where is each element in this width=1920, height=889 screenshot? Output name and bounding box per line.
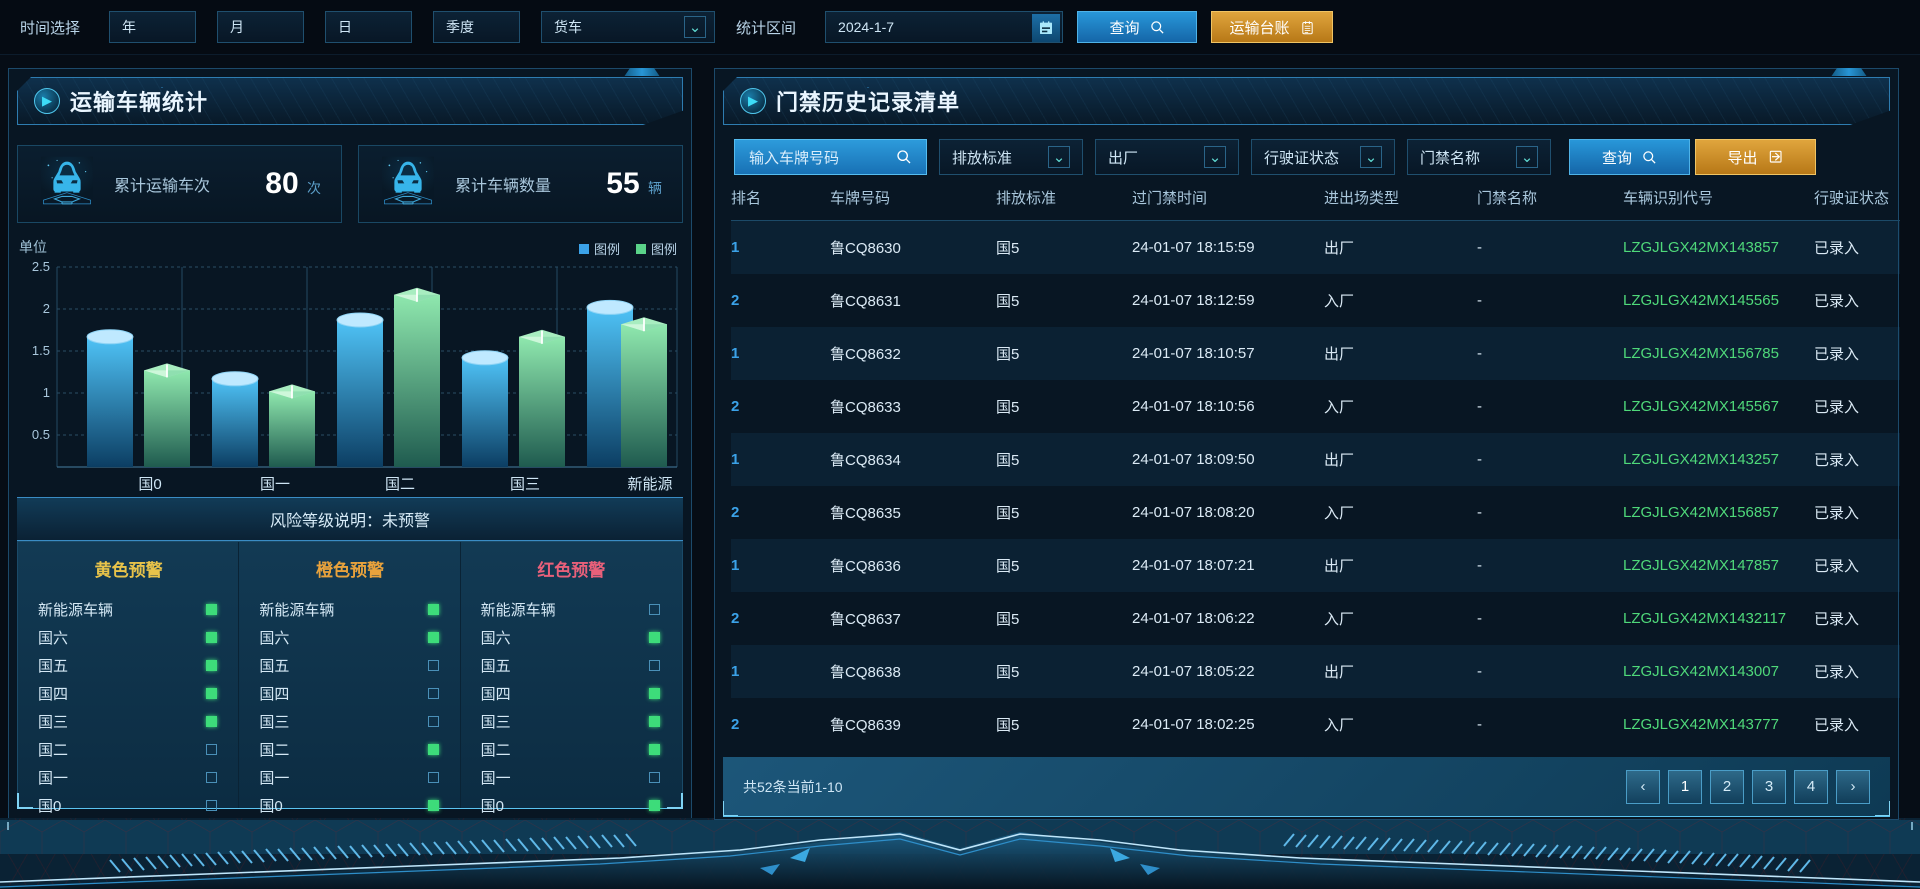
svg-text:国0: 国0 (138, 476, 161, 493)
svg-text:国二: 国二 (385, 476, 415, 493)
svg-text:1: 1 (43, 385, 50, 400)
svg-text:2: 2 (43, 301, 50, 316)
svg-text:1.5: 1.5 (32, 343, 50, 358)
svg-text:新能源: 新能源 (627, 476, 672, 493)
svg-text:0.5: 0.5 (32, 427, 50, 442)
svg-text:2.5: 2.5 (32, 259, 50, 274)
svg-text:国一: 国一 (260, 476, 290, 493)
svg-text:国三: 国三 (510, 476, 540, 493)
